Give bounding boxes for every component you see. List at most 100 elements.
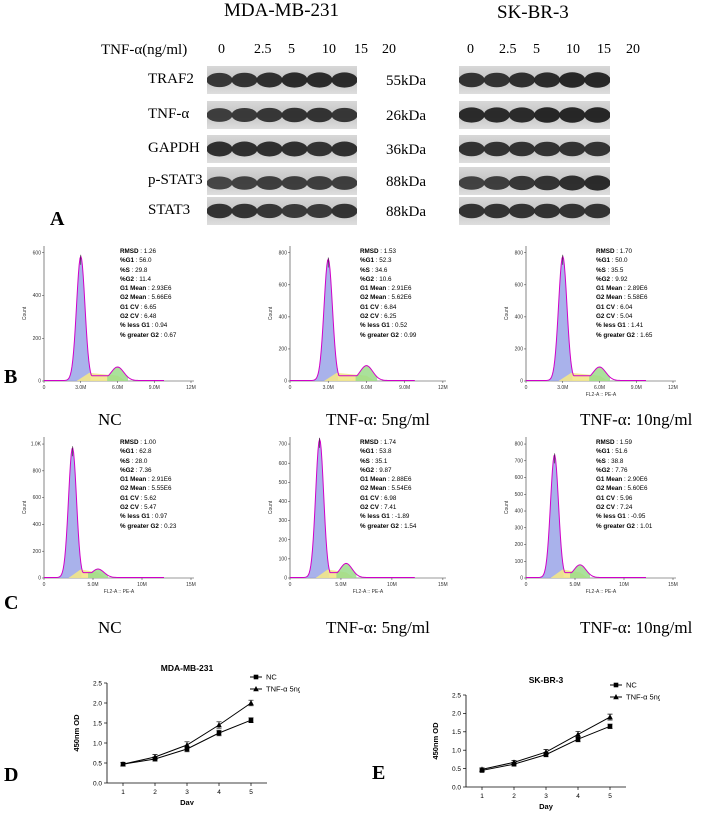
flow-histogram: 0 100 200 300 400 500 600 700 800 0 5.0M 10M 15M Coun… <box>504 429 694 600</box>
stat-name: %G1 <box>120 448 134 456</box>
y-tick-label: 200 <box>33 336 42 342</box>
data-point <box>607 714 613 720</box>
data-point <box>120 761 126 767</box>
stat-separator: : <box>614 494 621 502</box>
stat-value: 5.62 <box>144 494 157 502</box>
legend-marker <box>253 674 259 680</box>
blot-band <box>206 108 233 122</box>
y-tick-label: 800 <box>279 250 288 256</box>
stat-value: 5.66E6 <box>151 294 172 302</box>
stat-name: RMSD <box>596 248 615 255</box>
y-tick-label: 400 <box>515 509 524 515</box>
condition-label: TNF-α: 5ng/ml <box>326 410 430 429</box>
x-axis-label: FL2-A :: PE-A <box>353 589 384 595</box>
x-tick-label: 9.0M <box>399 385 410 391</box>
y-axis-label: Count <box>22 500 28 514</box>
histogram-outline <box>290 437 415 578</box>
stat-row: G2 Mean : 5.58E6 <box>596 293 652 302</box>
stat-row: G1 CV : 5.62 <box>120 494 176 503</box>
protein-label: STAT3 <box>148 202 191 218</box>
stat-row: RMSD : 1.70 <box>596 247 652 256</box>
stat-value: 0.67 <box>164 331 177 339</box>
x-tick-label: 0 <box>43 385 46 391</box>
blot-band <box>584 141 611 157</box>
stat-value: 5.58E6 <box>627 294 648 302</box>
blot-band <box>533 107 561 123</box>
y-tick-label: 200 <box>279 347 288 353</box>
x-tick-label: 3.0M <box>323 385 334 391</box>
y-tick-label: 400 <box>33 522 42 528</box>
stat-value: 53.8 <box>379 448 392 456</box>
stat-name: %G2 <box>596 466 610 474</box>
blot-strip-right <box>458 167 611 195</box>
y-tick-label: 0 <box>284 576 287 582</box>
y-tick-label: 1.5 <box>452 729 461 736</box>
y-tick-label: 0 <box>520 379 523 385</box>
dose-label-right: 2.5 <box>499 42 517 57</box>
stat-row: G2 CV : 7.24 <box>596 503 652 512</box>
stat-separator: : <box>614 303 621 311</box>
y-tick-label: 0.0 <box>93 780 102 787</box>
stat-separator: : <box>386 285 392 293</box>
blot-strip-left <box>206 197 358 225</box>
x-axis-label: FL2-A :: PE-A <box>586 392 617 398</box>
blot-band <box>533 72 561 88</box>
blot-band <box>508 175 536 191</box>
dose-label-left: 10 <box>322 42 336 57</box>
stat-name: %G1 <box>120 257 134 265</box>
blot-band <box>483 176 510 190</box>
protein-label: TRAF2 <box>148 71 194 87</box>
x-axis-label: FL2-A :: PE-A <box>586 589 617 595</box>
stat-separator: : <box>149 322 156 330</box>
dose-label-left: 5 <box>288 42 295 57</box>
stat-value: 0.94 <box>155 322 168 330</box>
y-tick-label: 2.0 <box>452 711 461 718</box>
x-tick-label: 12M <box>438 385 448 391</box>
stat-name: %G1 <box>360 257 374 265</box>
x-tick-label: 0 <box>43 582 46 588</box>
x-tick-label: 12M <box>186 385 196 391</box>
kda-label: 36kDa <box>386 142 426 158</box>
blot-band <box>281 176 308 190</box>
stat-value: 6.48 <box>144 313 157 321</box>
stat-separator: : <box>625 513 632 521</box>
stat-row: G2 CV : 6.25 <box>360 312 416 321</box>
stat-name: %S <box>596 266 606 274</box>
y-tick-label: 400 <box>33 293 42 299</box>
y-tick-label: 2.5 <box>93 680 102 687</box>
y-tick-label: 2.5 <box>452 692 461 699</box>
y-tick-label: 700 <box>515 458 524 464</box>
stat-separator: : <box>634 331 641 339</box>
blot-band <box>533 203 561 219</box>
stat-value: 2.93E6 <box>151 285 172 293</box>
blot-band <box>331 72 358 88</box>
condition-label: TNF-α: 10ng/ml <box>580 618 693 637</box>
blot-band <box>281 107 308 123</box>
blot-band <box>256 141 283 157</box>
x-tick-label: 0 <box>289 385 292 391</box>
stat-value: 1.00 <box>143 439 157 446</box>
blot-strip-right <box>458 197 611 225</box>
stat-name: G2 CV <box>360 313 379 321</box>
stat-separator: : <box>374 257 380 265</box>
blot-strip-right <box>458 101 611 129</box>
cell-cycle-stats: RMSD : 1.00 %G1 : 62.8 %S : 28.0 %G2 : 7.36… <box>120 438 176 531</box>
condition-label: NC <box>98 410 122 429</box>
chart-title: SK-BR-3 <box>529 675 564 685</box>
stat-row: G2 Mean : 5.55E6 <box>120 484 176 493</box>
histogram-outline <box>526 254 646 381</box>
histogram-outline <box>44 447 164 578</box>
stat-value: 1.01 <box>640 522 653 530</box>
stat-row: RMSD : 1.53 <box>360 247 416 256</box>
histogram-outline <box>44 254 164 381</box>
stat-value: 11.4 <box>139 275 152 283</box>
x-tick-label: 3 <box>185 789 189 796</box>
stat-row: G1 Mean : 2.91E6 <box>360 284 416 293</box>
stat-row: % less G1 : 0.97 <box>120 512 176 521</box>
dose-label-right: 0 <box>467 42 474 57</box>
y-tick-label: 0 <box>520 576 523 582</box>
blot-band <box>281 141 308 157</box>
dose-label-right: 10 <box>566 42 580 57</box>
stat-row: G2 Mean : 5.66E6 <box>120 293 176 302</box>
stat-name: % greater G2 <box>120 522 159 530</box>
